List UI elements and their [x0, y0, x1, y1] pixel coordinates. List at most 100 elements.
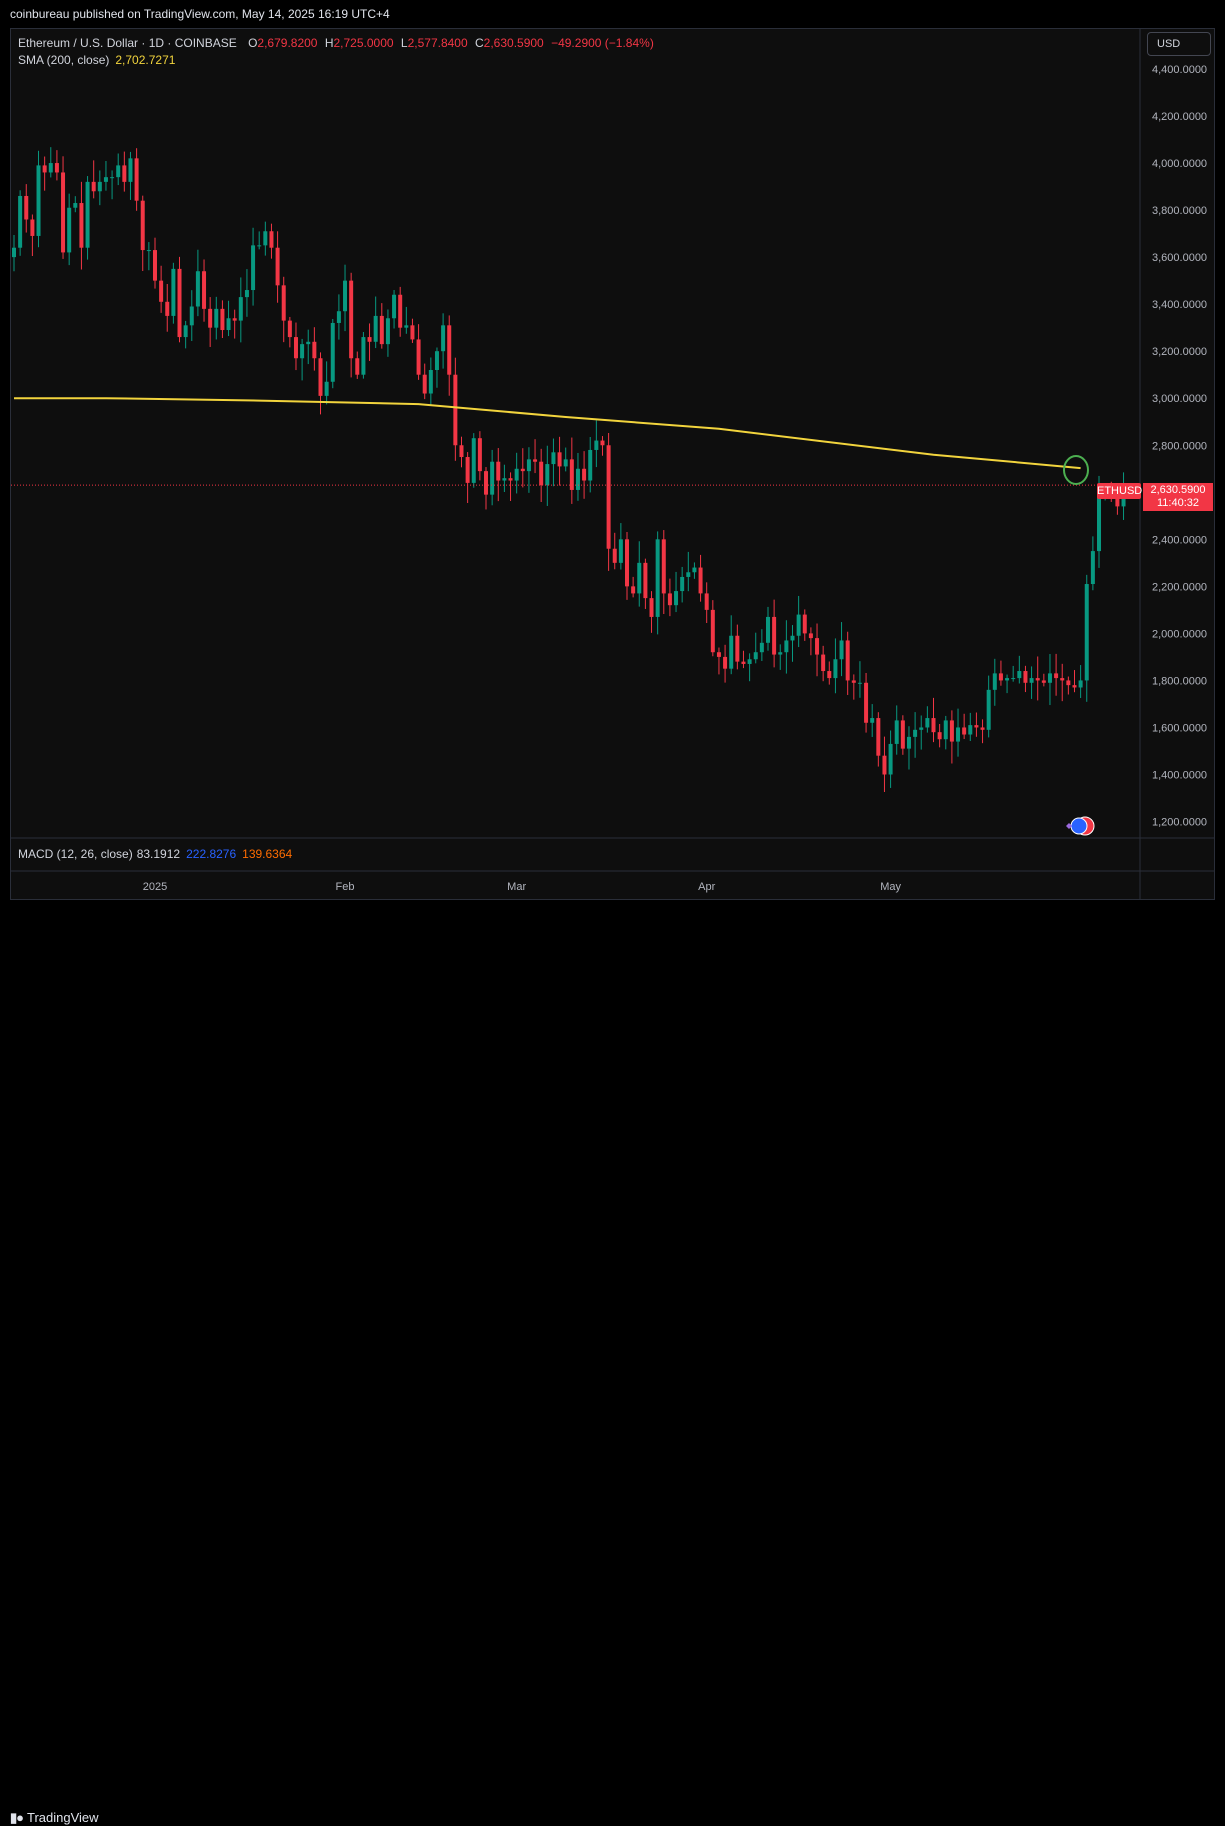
candle-body	[404, 325, 409, 328]
candle-body	[177, 268, 182, 338]
candle	[784, 620, 789, 674]
sma-200-line	[14, 397, 1081, 470]
candle	[741, 650, 746, 669]
candle-body	[1054, 673, 1059, 679]
currency-button[interactable]: USD	[1147, 32, 1211, 56]
sma-label[interactable]: SMA (200, close)	[18, 53, 110, 67]
candle-body	[355, 358, 360, 375]
candle-body	[815, 638, 820, 655]
candle	[876, 712, 881, 767]
candle-body	[649, 598, 654, 617]
candle	[680, 566, 685, 603]
candle	[692, 562, 697, 579]
chart-frame[interactable]	[10, 28, 1215, 900]
candle-body	[447, 325, 452, 375]
candle-body	[943, 720, 948, 740]
candle-body	[232, 318, 237, 321]
candle	[643, 558, 648, 609]
candle	[343, 264, 348, 332]
candle-body	[79, 203, 84, 248]
candle-body	[465, 457, 470, 483]
y-tick-label: 1,600.0000	[1152, 722, 1207, 734]
symbol-title[interactable]: Ethereum / U.S. Dollar · 1D · COINBASE	[18, 36, 237, 50]
tradingview-logo[interactable]: ▮● TradingView	[10, 1810, 99, 1826]
candle-body	[851, 680, 856, 683]
candle-body	[723, 656, 728, 669]
candle-body	[434, 351, 439, 371]
candle	[765, 606, 770, 651]
candle-body	[716, 652, 721, 657]
candle-body	[998, 673, 1003, 681]
candle	[956, 708, 961, 757]
candle	[723, 644, 728, 683]
candle	[661, 530, 666, 615]
y-tick-label: 3,000.0000	[1152, 393, 1207, 405]
candle	[238, 277, 243, 343]
candle-body	[747, 659, 752, 664]
candle	[244, 269, 249, 317]
candle-body	[293, 337, 298, 359]
candle	[563, 447, 568, 472]
candle	[171, 262, 176, 324]
candle-body	[287, 320, 292, 338]
candle	[704, 582, 709, 624]
candle	[582, 451, 587, 499]
candle	[913, 712, 918, 758]
candle	[220, 300, 225, 339]
candle-body	[116, 165, 121, 178]
candle	[122, 151, 127, 192]
candle	[385, 309, 390, 357]
candle	[1017, 655, 1022, 684]
candle	[606, 432, 611, 571]
candle	[128, 151, 133, 200]
candle-body	[655, 539, 660, 617]
last-price-badge: 2,630.5900 11:40:32	[1143, 483, 1213, 511]
candle-body	[220, 308, 225, 331]
candle	[471, 433, 476, 488]
candle	[287, 316, 292, 348]
candle	[986, 675, 991, 738]
x-tick-label: 2025	[143, 881, 167, 893]
macd-label[interactable]: MACD (12, 26, close)	[18, 847, 133, 861]
candle-body	[183, 325, 188, 338]
candle-body	[324, 381, 329, 396]
candle	[398, 286, 403, 337]
candle	[1066, 676, 1071, 695]
candle-body	[1097, 492, 1102, 552]
candle	[612, 532, 617, 570]
candle	[1054, 653, 1059, 696]
candle	[937, 723, 942, 748]
candle	[974, 712, 979, 737]
candle-body	[257, 245, 262, 247]
y-tick-label: 4,200.0000	[1152, 111, 1207, 123]
candle-body	[1035, 678, 1040, 681]
publisher-text: coinbureau published on TradingView.com,…	[10, 7, 390, 21]
candle	[91, 160, 96, 199]
candle-body	[441, 325, 446, 352]
candle	[520, 448, 525, 488]
candle-body	[667, 593, 672, 606]
candle	[992, 658, 997, 706]
candle-body	[140, 200, 145, 251]
candle-body	[833, 659, 838, 679]
candle	[833, 638, 838, 694]
macd-line-value: 222.8276	[186, 847, 237, 861]
candle	[808, 627, 813, 656]
candle-body	[490, 461, 495, 495]
candle	[275, 231, 280, 303]
y-tick-label: 3,800.0000	[1152, 205, 1207, 217]
candle-body	[367, 337, 372, 342]
candle	[202, 259, 207, 322]
candle	[508, 472, 513, 501]
chart-canvas[interactable]: 4,400.0000 4,200.0000 4,000.0000 3,800.0000…	[0, 0, 1225, 936]
candle-body	[882, 755, 887, 775]
candle-body	[208, 308, 213, 328]
low-key: L	[400, 36, 408, 50]
y-tick-label: 3,200.0000	[1152, 346, 1207, 358]
candle	[919, 715, 924, 750]
candle	[900, 715, 905, 755]
chart-legend: Ethereum / U.S. Dollar · 1D · COINBASE O…	[18, 35, 654, 69]
candle	[778, 644, 783, 670]
candle-body	[18, 195, 23, 248]
candle-body	[1029, 678, 1034, 683]
